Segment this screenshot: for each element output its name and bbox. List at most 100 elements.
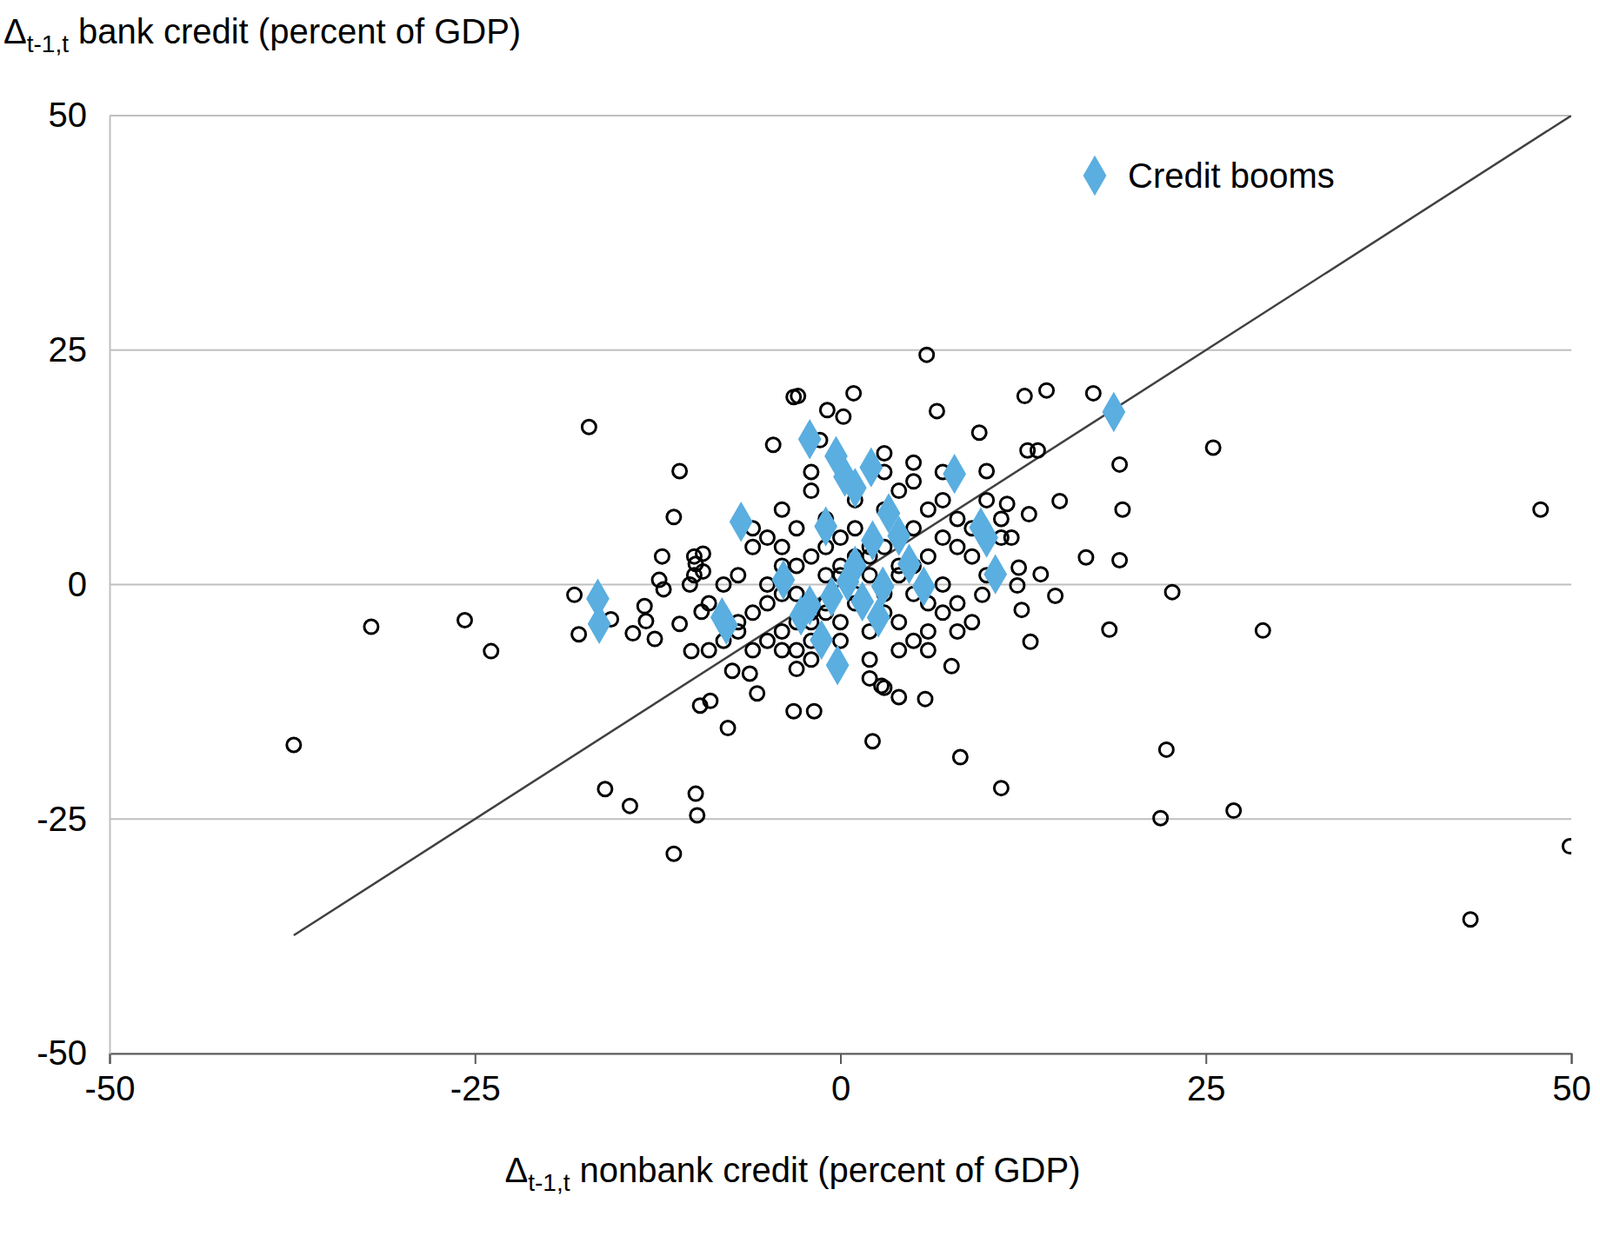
x-axis: -50-2502550: [85, 1053, 1592, 1108]
diamond-point: [983, 553, 1007, 594]
circle-point: [906, 633, 921, 648]
x-tick-label: -25: [450, 1069, 501, 1108]
circle-point: [789, 521, 804, 536]
circle-point: [892, 484, 907, 499]
circle-point: [666, 846, 681, 861]
circle-point: [972, 426, 987, 440]
circle-point: [286, 738, 301, 753]
circle-point: [993, 512, 1008, 527]
y-tick-label: 0: [67, 565, 87, 604]
x-tick-mark: [474, 1053, 477, 1065]
diamond-point: [809, 620, 834, 660]
diamond-point: [772, 560, 796, 600]
circle-point: [774, 540, 789, 554]
circle-point: [847, 521, 862, 536]
diamond-point: [587, 604, 612, 645]
circle-point: [935, 578, 950, 593]
circle-point: [716, 578, 731, 593]
circle-point: [673, 464, 687, 479]
circle-point: [833, 615, 848, 630]
series: [293, 115, 1572, 936]
circle-point: [1113, 457, 1127, 472]
circle-point: [690, 808, 705, 823]
y-tick-label: -50: [36, 1033, 87, 1073]
circle-point: [862, 671, 877, 686]
circle-point: [791, 389, 806, 404]
legend-label: Credit booms: [1127, 156, 1335, 195]
circle-point: [666, 510, 681, 525]
circle-point: [950, 624, 965, 639]
circle-point: [804, 465, 819, 480]
circle-point: [688, 786, 703, 801]
circle-point: [760, 596, 774, 611]
plot-area: [286, 115, 1572, 936]
circle-point: [673, 617, 687, 632]
circle-point: [833, 531, 848, 546]
circle-point: [965, 549, 980, 564]
circle-point: [725, 664, 740, 679]
y-tick: 0: [67, 565, 110, 604]
circle-point: [935, 493, 950, 507]
reference-line: [293, 115, 1572, 936]
circle-point: [720, 721, 735, 736]
circle-point: [1010, 579, 1025, 594]
circle-point: [746, 606, 760, 620]
circle-point: [457, 613, 472, 628]
circle-point: [1159, 742, 1174, 757]
circle-point: [760, 531, 774, 546]
circle-point: [731, 568, 746, 583]
circle-point: [1206, 440, 1220, 455]
circle-point: [953, 750, 967, 765]
circle-point: [789, 662, 804, 677]
grid-line: [109, 114, 1572, 117]
circle-point: [980, 464, 994, 479]
grid: [109, 115, 1572, 1054]
x-tick: 0: [831, 1053, 851, 1108]
circle-point: [1033, 567, 1048, 582]
circle-point: [993, 781, 1008, 796]
circle-point: [1226, 804, 1241, 819]
circle-point: [892, 690, 907, 705]
circle-point: [1040, 383, 1054, 398]
x-tick: 50: [1552, 1053, 1592, 1108]
x-tick-label: -50: [85, 1069, 136, 1108]
circle-point: [1463, 913, 1478, 927]
circle-point: [626, 626, 640, 641]
circle-point: [906, 474, 921, 489]
series: [586, 392, 1126, 687]
y-axis-title: Δt-1,t bank credit (percent of GDP): [3, 12, 521, 58]
circle-point: [804, 653, 819, 667]
circle-point: [920, 643, 935, 658]
legend-symbol: [1083, 155, 1107, 196]
circle-point: [567, 587, 582, 602]
circle-point: [862, 653, 877, 667]
circle-point: [877, 680, 892, 695]
circle-point: [766, 438, 780, 453]
y-tick-label: -25: [36, 800, 87, 839]
diamond-point: [798, 419, 822, 460]
circle-point: [1021, 507, 1036, 522]
circle-point: [1165, 585, 1180, 600]
circle-point: [1048, 588, 1063, 603]
circle-point: [950, 540, 965, 554]
circle-point: [746, 540, 760, 554]
circle-point: [774, 643, 789, 658]
diamond-point: [974, 517, 999, 558]
y-tick: 50: [48, 95, 111, 134]
circle-point: [804, 484, 819, 499]
circle-point: [918, 692, 933, 707]
x-axis-line: [110, 1054, 1573, 1066]
circle-point: [920, 502, 935, 517]
circle-point: [1023, 634, 1038, 649]
circle-point: [1053, 493, 1067, 508]
circle-point: [1014, 603, 1029, 618]
circle-point: [1000, 497, 1014, 512]
circle-point: [1115, 502, 1130, 517]
circle-point: [656, 582, 671, 597]
circle-point: [639, 614, 654, 629]
circle-point: [686, 549, 701, 564]
circle-point: [701, 596, 716, 611]
circle-point: [929, 404, 944, 419]
circle-point: [484, 644, 499, 659]
grid-line: [109, 818, 1572, 820]
